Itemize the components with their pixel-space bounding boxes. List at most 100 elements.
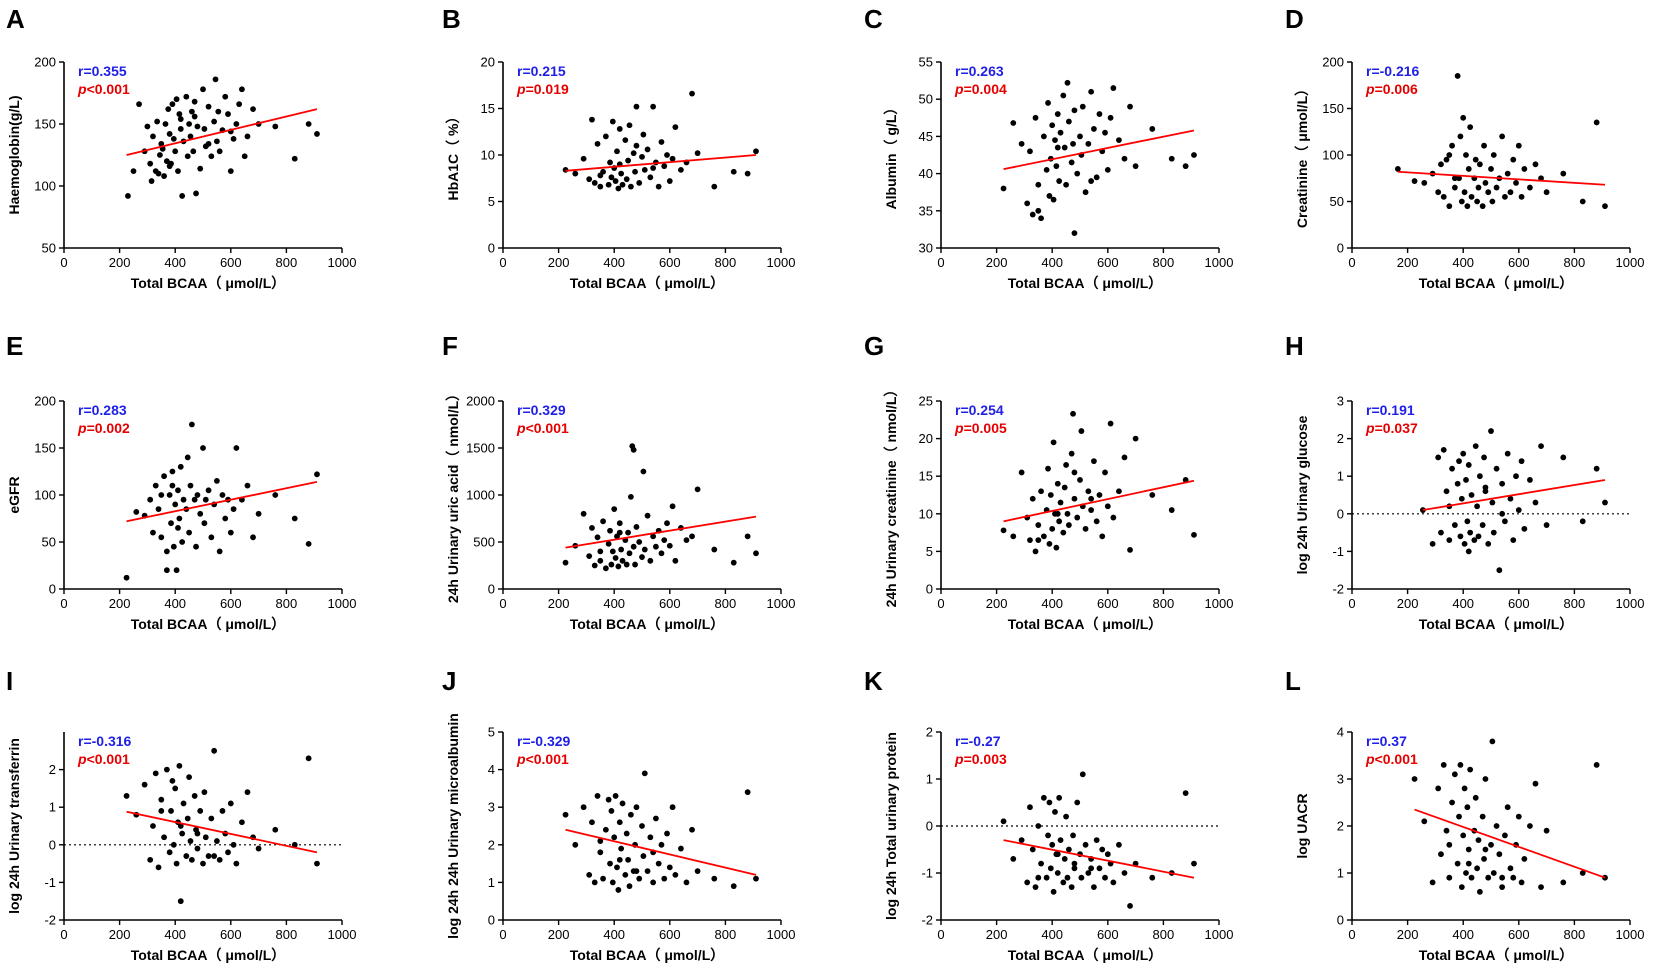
r-value-label: r=0.283 bbox=[78, 402, 127, 418]
x-tick-label: 800 bbox=[276, 596, 298, 611]
x-axis-title: Total BCAA（ μmol/L） bbox=[1419, 947, 1574, 963]
data-point bbox=[597, 172, 604, 179]
x-tick-label: 600 bbox=[659, 596, 681, 611]
data-point bbox=[163, 158, 170, 165]
data-point bbox=[1035, 207, 1042, 214]
data-point bbox=[1451, 771, 1458, 778]
data-point bbox=[158, 492, 165, 498]
data-point bbox=[678, 845, 684, 852]
y-axis-title: 24h Urinary uric acid（ nmol/L） bbox=[445, 387, 461, 603]
data-point bbox=[1488, 428, 1494, 434]
data-point bbox=[730, 883, 737, 890]
data-point bbox=[1000, 527, 1007, 534]
data-point bbox=[1000, 185, 1007, 192]
data-point bbox=[1510, 537, 1517, 544]
data-point bbox=[644, 512, 651, 519]
data-point bbox=[641, 770, 648, 777]
data-point bbox=[250, 106, 256, 113]
data-point bbox=[1107, 420, 1114, 427]
x-tick-label: 200 bbox=[109, 596, 131, 611]
data-point bbox=[1460, 450, 1467, 457]
data-point bbox=[162, 121, 169, 127]
data-point bbox=[161, 173, 167, 179]
data-point bbox=[626, 550, 633, 557]
data-point bbox=[586, 553, 593, 559]
y-tick-label: 3 bbox=[1337, 772, 1344, 787]
data-point bbox=[1078, 874, 1085, 881]
data-point bbox=[623, 830, 630, 837]
panel-f: F 0 500 1000 1500 2000 0 200 400 600 800 1000 Total … bbox=[442, 331, 795, 632]
data-point bbox=[1490, 870, 1497, 876]
data-point bbox=[1054, 480, 1061, 487]
y-tick-label: 1500 bbox=[466, 441, 495, 456]
panel-a: A 50 100 150 200 0 200 400 600 800 1000 Total BCAA（… bbox=[6, 4, 356, 291]
data-point bbox=[1449, 142, 1455, 149]
data-point bbox=[655, 183, 662, 190]
data-point bbox=[147, 496, 154, 503]
data-point bbox=[689, 826, 695, 833]
data-point bbox=[230, 135, 237, 142]
data-point bbox=[1054, 870, 1061, 876]
data-point bbox=[1116, 488, 1122, 495]
data-point bbox=[1038, 860, 1044, 867]
p-value: =0.003 bbox=[964, 751, 1007, 767]
data-point bbox=[1449, 465, 1455, 472]
data-point bbox=[614, 864, 620, 871]
data-point bbox=[602, 133, 609, 140]
y-tick-label: 200 bbox=[1322, 55, 1344, 70]
data-point bbox=[1438, 851, 1444, 858]
data-point bbox=[594, 140, 601, 147]
data-point bbox=[1454, 73, 1461, 79]
y-tick-label: 0 bbox=[1337, 241, 1344, 256]
data-point bbox=[1472, 156, 1479, 163]
data-point bbox=[640, 468, 647, 475]
data-point bbox=[1093, 518, 1100, 525]
data-point bbox=[1060, 92, 1067, 99]
data-point bbox=[618, 170, 625, 177]
data-point bbox=[572, 170, 579, 177]
data-point bbox=[618, 845, 625, 852]
data-point bbox=[1510, 874, 1517, 881]
data-point bbox=[155, 170, 162, 177]
data-point bbox=[222, 93, 229, 100]
data-point bbox=[658, 841, 665, 848]
p-value: =0.004 bbox=[964, 81, 1007, 97]
data-point bbox=[672, 557, 679, 564]
y-axis-title: Haemoglobin(g/L) bbox=[6, 96, 22, 215]
data-point bbox=[619, 557, 626, 564]
data-point bbox=[1050, 196, 1057, 203]
data-point bbox=[1443, 827, 1450, 834]
p-value: <0.001 bbox=[1375, 751, 1418, 767]
data-point bbox=[633, 103, 640, 110]
p-value: =0.006 bbox=[1375, 81, 1418, 97]
p-value-label: p=0.037 bbox=[1365, 420, 1418, 436]
data-point bbox=[589, 525, 595, 531]
y-axis-title: eGFR bbox=[6, 476, 22, 513]
data-point bbox=[1060, 879, 1067, 886]
data-point bbox=[1132, 435, 1139, 442]
data-point bbox=[612, 178, 619, 184]
data-point bbox=[625, 157, 631, 164]
data-point bbox=[150, 133, 156, 140]
data-point bbox=[314, 860, 320, 867]
y-tick-label: -2 bbox=[44, 913, 56, 928]
data-point bbox=[1091, 884, 1097, 890]
data-point bbox=[600, 875, 606, 882]
data-point bbox=[1046, 799, 1053, 806]
panel-letter: J bbox=[442, 666, 456, 696]
data-point bbox=[608, 808, 615, 814]
data-point bbox=[1475, 837, 1482, 843]
data-point bbox=[169, 777, 176, 784]
data-point bbox=[1446, 874, 1453, 881]
y-tick-label: 1 bbox=[49, 800, 56, 815]
data-point bbox=[155, 506, 162, 512]
data-point bbox=[1182, 790, 1189, 796]
p-symbol: p bbox=[1365, 81, 1375, 97]
y-tick-label: 20 bbox=[919, 431, 933, 446]
x-tick-label: 400 bbox=[1041, 927, 1063, 942]
data-point bbox=[744, 170, 751, 177]
data-point bbox=[1102, 874, 1108, 881]
data-point bbox=[1527, 823, 1533, 829]
data-point bbox=[205, 487, 212, 494]
data-point bbox=[1482, 488, 1489, 495]
